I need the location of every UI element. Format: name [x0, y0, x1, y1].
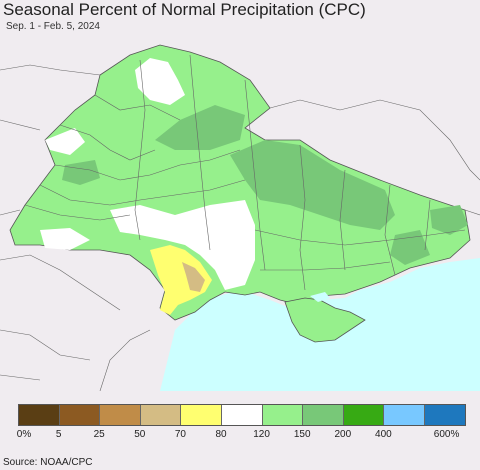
- white-region-west: [45, 128, 85, 155]
- legend-label: 400: [375, 429, 392, 440]
- legend-label: 25: [93, 429, 105, 440]
- legend-label: 5: [55, 429, 62, 440]
- tan-region: [182, 262, 205, 292]
- legend-swatch: [303, 405, 344, 425]
- legend-swatch: [424, 405, 465, 425]
- legend-label: 80: [215, 429, 227, 440]
- mid-green-far-east: [430, 205, 468, 235]
- mid-green-west: [62, 160, 100, 185]
- legend-swatch: [59, 405, 101, 425]
- mid-green-north: [155, 105, 245, 150]
- legend-label: 50: [134, 429, 146, 440]
- legend-swatch: [100, 405, 141, 425]
- country-borders: [0, 64, 480, 391]
- legend: 0% 5 25 50 70 80 120 150 200 400 600%: [0, 404, 480, 444]
- yellow-region: [150, 245, 212, 315]
- legend-label: 150: [293, 429, 311, 440]
- white-region-south: [110, 200, 255, 290]
- legend-label: 70: [174, 429, 186, 440]
- source-credit: Source: NOAA/CPC: [3, 457, 93, 468]
- legend-swatch: [19, 405, 60, 425]
- legend-swatch: [343, 405, 385, 425]
- white-region-southwest: [40, 228, 90, 250]
- white-region-north: [135, 58, 185, 105]
- legend-swatch: [384, 405, 425, 425]
- legend-label: 120: [253, 429, 270, 440]
- legend-label: 0%: [16, 429, 32, 440]
- mid-green-east: [230, 140, 395, 230]
- azov-spit: [310, 292, 330, 302]
- map-subtitle: Sep. 1 - Feb. 5, 2024: [6, 21, 100, 32]
- legend-label: 200: [334, 429, 352, 440]
- legend-swatches: [18, 404, 466, 426]
- legend-swatch: [140, 405, 182, 425]
- map-title: Seasonal Percent of Normal Precipitation…: [3, 0, 366, 19]
- legend-swatch: [181, 405, 222, 425]
- legend-swatch: [262, 405, 304, 425]
- legend-label: 600%: [433, 429, 460, 440]
- precipitation-map: [0, 44, 480, 391]
- ukraine-region: [9, 44, 471, 321]
- oblast-borders: [24, 54, 466, 291]
- legend-swatch: [221, 405, 263, 425]
